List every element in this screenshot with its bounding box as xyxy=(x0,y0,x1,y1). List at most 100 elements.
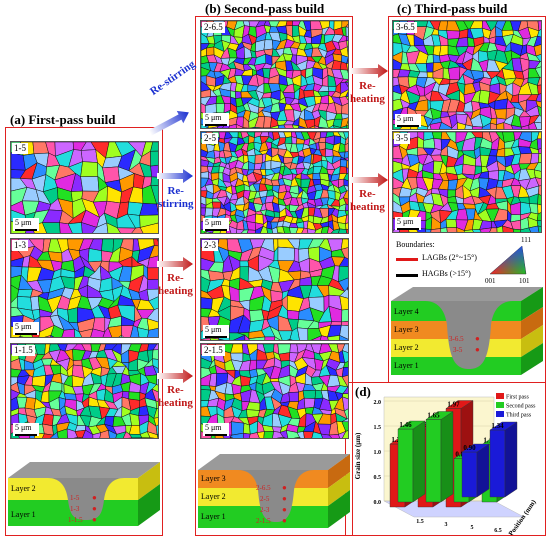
grain xyxy=(343,132,348,141)
grain xyxy=(151,388,158,402)
grain xyxy=(490,122,497,129)
grain xyxy=(203,231,207,233)
chart-legend-swatch xyxy=(496,393,504,399)
grain xyxy=(345,96,348,101)
grain-texture xyxy=(11,344,158,438)
grain xyxy=(81,222,98,233)
grain xyxy=(320,433,333,438)
chart-value-label: 1.34 xyxy=(491,422,504,430)
grain xyxy=(56,428,68,438)
grain xyxy=(528,225,540,232)
grain xyxy=(106,222,121,233)
grain xyxy=(263,431,274,438)
grain xyxy=(534,66,541,78)
hagb-label: HAGBs (>15°) xyxy=(422,269,471,278)
grain xyxy=(342,393,348,400)
grain xyxy=(297,327,309,340)
grain xyxy=(287,338,291,340)
grain xyxy=(343,184,348,192)
grain xyxy=(296,431,305,438)
grain xyxy=(230,436,234,438)
chart-bar-side xyxy=(440,411,454,503)
reheat-a2-label: Re- heating xyxy=(158,384,193,409)
chart-value-label: 0.87 xyxy=(455,451,468,459)
grain xyxy=(283,124,294,128)
grain xyxy=(289,227,299,233)
chart-bar-side xyxy=(504,421,518,498)
grain xyxy=(118,334,122,337)
grain xyxy=(146,318,158,331)
grain xyxy=(298,125,307,128)
grain xyxy=(344,81,348,88)
scale-bar: 5 μm xyxy=(13,218,39,231)
diagram-b-point-4: 2-1.5 xyxy=(256,517,271,525)
ebsd-map-2-5: 2-5 5 μm xyxy=(200,131,349,234)
grain xyxy=(512,228,522,232)
grain xyxy=(533,114,541,124)
grain xyxy=(332,125,342,128)
grain-texture xyxy=(393,21,541,129)
chart-bar-side xyxy=(412,420,426,503)
grain xyxy=(341,113,348,120)
grain xyxy=(256,431,265,438)
grain xyxy=(146,279,158,290)
diagram-c-dot-2: ● xyxy=(475,345,480,354)
grain xyxy=(320,226,330,233)
grain xyxy=(149,245,158,259)
grain xyxy=(228,123,237,128)
diagram-c-layer-4: Layer 4 xyxy=(394,307,419,316)
grain xyxy=(270,125,279,128)
grain xyxy=(150,142,158,152)
chart-bar-front xyxy=(489,429,506,498)
chart-bar-side xyxy=(476,443,490,498)
grain xyxy=(330,228,341,233)
grain xyxy=(537,153,541,164)
chart-bar-front xyxy=(397,428,414,503)
grain xyxy=(346,159,348,169)
grain xyxy=(341,367,348,378)
scale-bar: 5 μm xyxy=(395,114,421,127)
chart-xtick: 3 xyxy=(445,522,448,528)
grain xyxy=(328,125,335,128)
grain-texture xyxy=(201,239,348,340)
diagram-b-layer-2: Layer 2 xyxy=(201,492,226,501)
boundaries-title: Boundaries: xyxy=(396,240,435,249)
grain xyxy=(327,225,334,233)
grain xyxy=(153,417,158,427)
chart-legend-label: Third pass xyxy=(506,413,532,419)
chart-legend-swatch xyxy=(496,402,504,408)
grain xyxy=(42,222,61,233)
grain xyxy=(425,228,432,232)
grain xyxy=(464,229,474,232)
grain xyxy=(282,226,291,233)
map-tag: 1-3 xyxy=(12,240,28,251)
grain xyxy=(344,80,348,83)
grain xyxy=(137,327,150,337)
diagram-b-layer-3: Layer 3 xyxy=(201,474,226,483)
scale-bar: 5 μm xyxy=(13,423,39,436)
ebsd-map-3-6.5: 3-6.5 5 μm xyxy=(392,20,542,130)
grain xyxy=(121,334,124,337)
grain xyxy=(156,203,158,213)
grain xyxy=(345,23,348,28)
grain xyxy=(102,326,113,337)
restir-mid-arrow-icon xyxy=(157,169,193,183)
chart-value-label: 1.97 xyxy=(447,401,460,409)
grain xyxy=(338,256,348,267)
chart-bar-front xyxy=(461,451,478,498)
grain xyxy=(139,222,158,233)
ipf-triangle-icon xyxy=(489,245,527,275)
grain xyxy=(344,203,348,212)
restir-mid-label: Re- stirring xyxy=(158,185,194,210)
grain xyxy=(430,228,442,232)
grain xyxy=(340,125,348,128)
grain xyxy=(289,338,293,340)
ebsd-map-1-5: 1-5 5 μm xyxy=(10,141,159,234)
grain xyxy=(346,166,348,175)
grain xyxy=(289,327,300,340)
grain xyxy=(338,228,347,233)
grain xyxy=(130,325,140,337)
layer-diagram-b-shape xyxy=(198,454,350,528)
chart-bar-top xyxy=(445,400,474,409)
chart-value-label: 1.56 xyxy=(419,421,432,429)
